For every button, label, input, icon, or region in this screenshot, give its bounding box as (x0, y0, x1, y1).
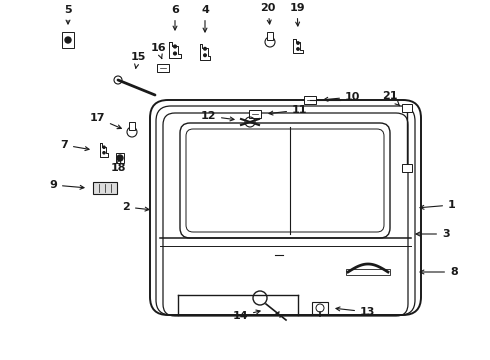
Circle shape (204, 54, 206, 57)
Circle shape (297, 42, 299, 44)
Text: 11: 11 (269, 105, 308, 115)
Text: 2: 2 (122, 202, 149, 212)
Text: 1: 1 (420, 200, 456, 210)
Text: 8: 8 (420, 267, 458, 277)
Polygon shape (200, 44, 210, 60)
Bar (346, 269, 390, 275)
Text: 4: 4 (201, 5, 209, 32)
Text: 19: 19 (289, 3, 305, 26)
Text: 15: 15 (130, 52, 146, 68)
Text: 13: 13 (336, 307, 375, 317)
Bar (62, 32, 74, 48)
Circle shape (65, 37, 71, 43)
Text: 14: 14 (232, 310, 260, 321)
Circle shape (297, 48, 299, 50)
Bar (93, 182, 117, 194)
Bar (129, 122, 135, 130)
Text: 10: 10 (324, 92, 360, 102)
Bar (116, 153, 124, 163)
Bar (267, 32, 273, 40)
Text: 18: 18 (110, 159, 126, 173)
Text: 9: 9 (49, 180, 84, 190)
Bar (312, 302, 328, 314)
Text: 5: 5 (64, 5, 72, 24)
Polygon shape (293, 39, 303, 53)
Circle shape (103, 152, 105, 154)
Bar (157, 64, 169, 72)
Bar (402, 104, 412, 112)
Bar (249, 110, 261, 118)
Text: 20: 20 (260, 3, 276, 24)
Circle shape (204, 48, 206, 50)
Text: 17: 17 (90, 113, 122, 129)
Polygon shape (99, 143, 108, 157)
Text: 7: 7 (60, 140, 89, 150)
Polygon shape (170, 42, 181, 58)
Circle shape (173, 52, 176, 55)
Text: 3: 3 (416, 229, 450, 239)
Bar (402, 164, 412, 172)
Text: 12: 12 (200, 111, 234, 121)
Text: 16: 16 (150, 43, 166, 59)
Text: 21: 21 (382, 91, 400, 106)
Bar (304, 96, 316, 104)
Text: 6: 6 (171, 5, 179, 30)
Circle shape (103, 146, 105, 148)
Circle shape (173, 45, 176, 48)
Circle shape (117, 155, 123, 161)
